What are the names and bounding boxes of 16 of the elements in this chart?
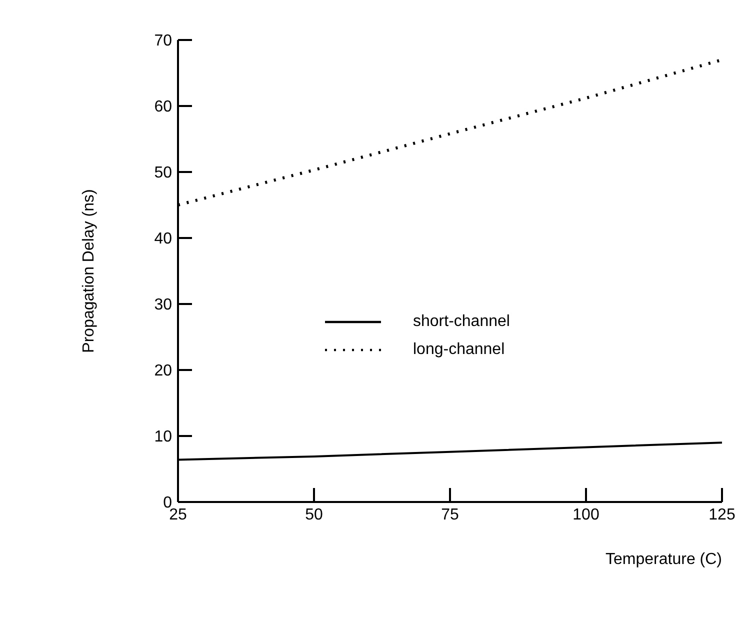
y-tick-label: 10	[154, 428, 172, 446]
legend-label: short-channel	[413, 313, 510, 331]
x-tick-label: 50	[305, 506, 323, 524]
x-tick-label: 75	[441, 506, 459, 524]
x-axis-title: Temperature (C)	[606, 551, 722, 568]
x-tick-label: 25	[169, 506, 187, 524]
x-tick-label: 100	[572, 506, 600, 524]
y-tick-label: 50	[154, 164, 172, 182]
y-tick-label: 60	[154, 98, 172, 116]
y-tick-label: 70	[154, 32, 172, 50]
legend-label: long-channel	[413, 341, 505, 359]
y-tick-label: 20	[154, 362, 172, 380]
y-tick-label: 40	[154, 230, 172, 248]
y-axis-title: Propagation Delay (ns)	[80, 189, 98, 353]
x-tick-label: 125	[708, 506, 736, 524]
y-tick-label: 30	[154, 296, 172, 314]
